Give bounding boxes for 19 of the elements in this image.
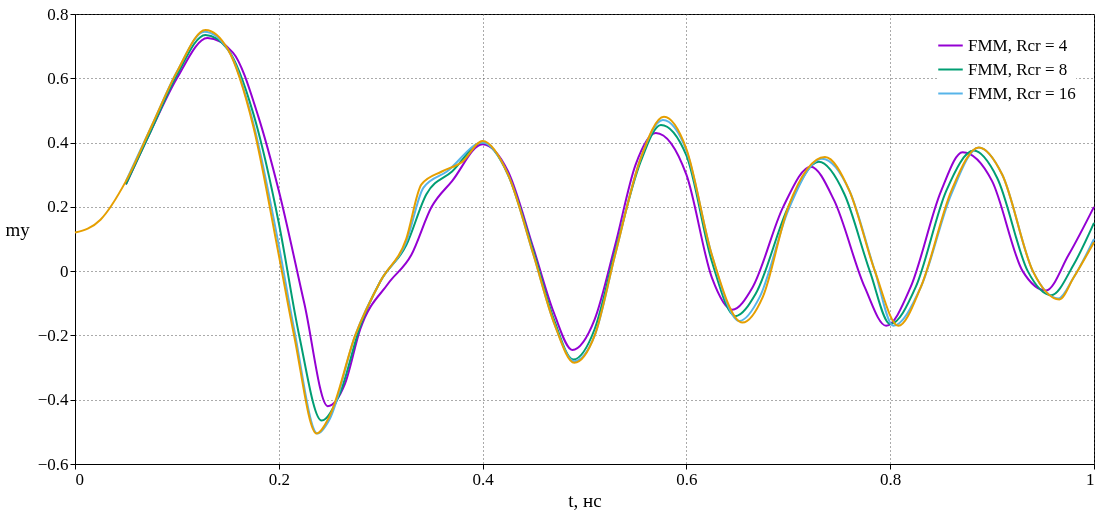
x-tick-label: 0 [75,469,84,489]
legend-label: FMM, Rcr = 8 [968,59,1068,79]
y-tick-label: −0.6 [37,454,69,474]
y-tick-label: 0.8 [47,4,69,24]
y-tick-label: 0.2 [47,197,69,217]
y-axis-title: my [5,218,31,240]
y-tick-label: −0.2 [37,325,69,345]
x-tick-label: 0.8 [880,469,902,489]
x-axis-title: t, нс [568,489,602,511]
x-tick-label: 0.2 [268,469,290,489]
legend-label: FMM, Rcr = 4 [968,35,1068,55]
y-tick-label: 0.4 [47,133,69,153]
x-tick-label: 0.4 [472,469,495,489]
x-tick-label: 1 [1086,469,1095,489]
y-tick-label: 0.6 [47,68,69,88]
y-tick-label: 0 [60,261,69,281]
y-tick-label: −0.4 [37,390,69,410]
x-tick-label: 0.6 [676,469,698,489]
legend-label: FMM, Rcr = 16 [968,83,1076,103]
